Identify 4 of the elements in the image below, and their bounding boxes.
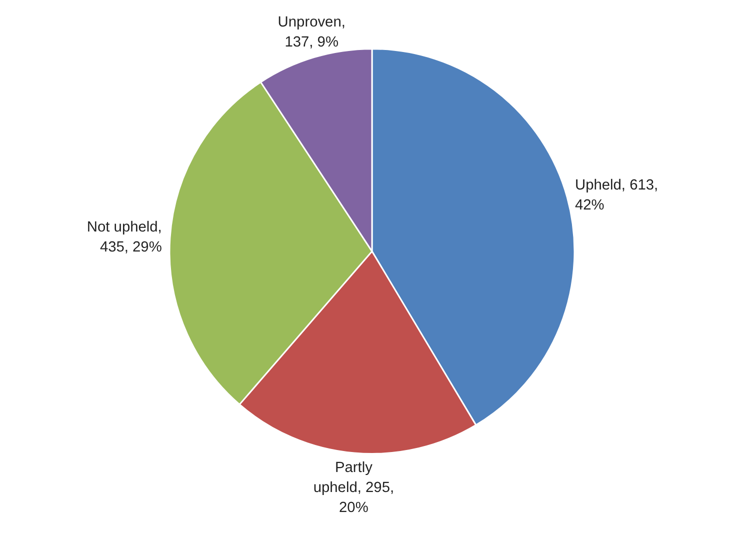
slice-label: Partly upheld, 295, 20% xyxy=(313,460,394,516)
slice-label: Unproven, 137, 9% xyxy=(278,14,346,51)
slice-label: Upheld, 613, 42% xyxy=(574,178,658,214)
slice-label: Not upheld, 435, 29% xyxy=(86,220,162,256)
